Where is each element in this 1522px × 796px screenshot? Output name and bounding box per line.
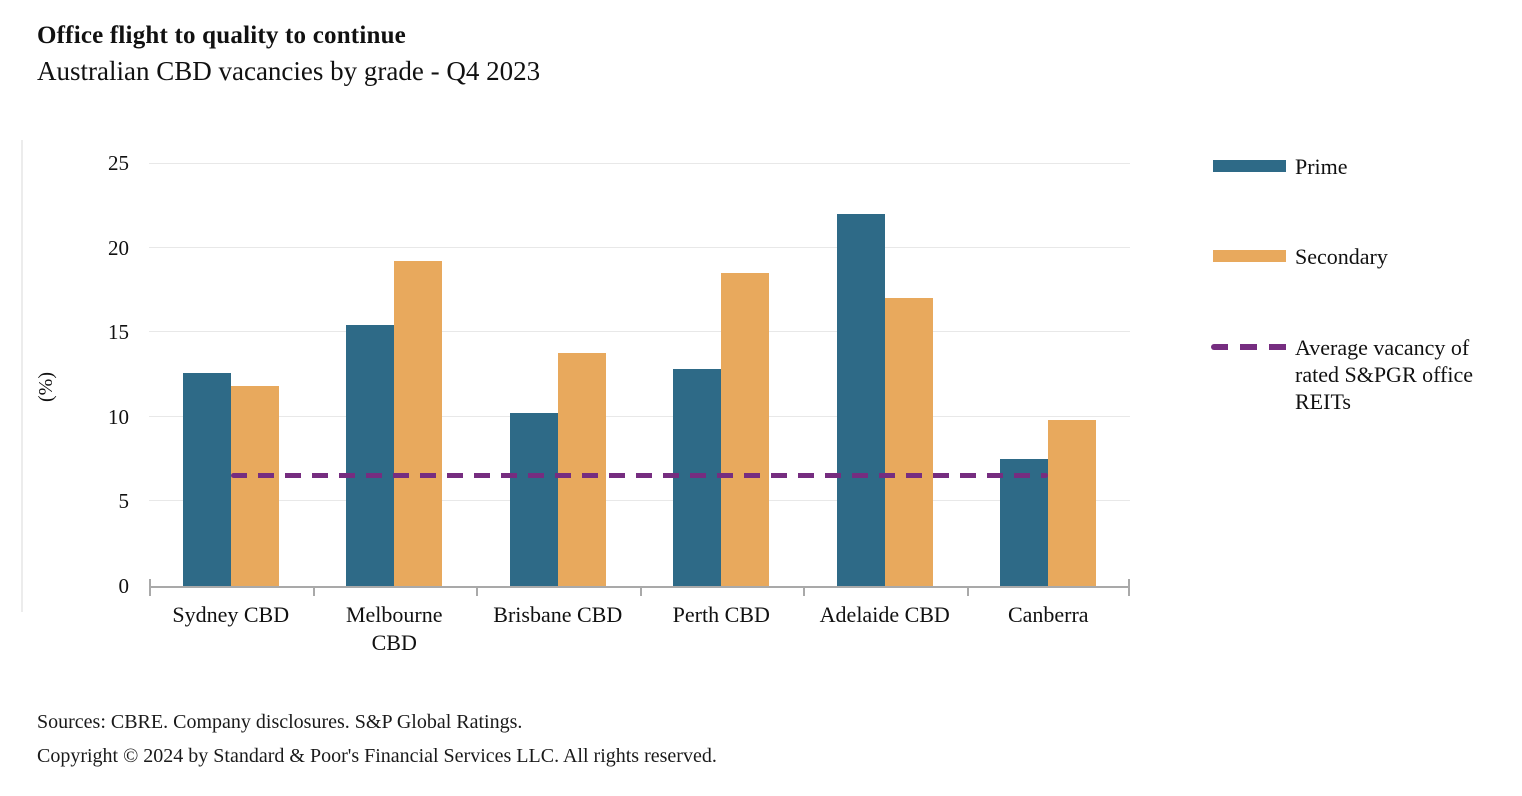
x-axis-tick-0 bbox=[149, 579, 151, 596]
x-label-line: Sydney CBD bbox=[172, 602, 290, 627]
x-label-adelaide-cbd: Adelaide CBD bbox=[820, 601, 950, 629]
x-label-canberra: Canberra bbox=[1008, 601, 1089, 629]
legend-average-label: Average vacancy of rated S&PGR office RE… bbox=[1295, 335, 1474, 414]
x-axis-tick-5 bbox=[966, 588, 969, 596]
chart-subtitle: Australian CBD vacancies by grade - Q4 2… bbox=[37, 56, 541, 86]
copyright-note: Copyright © 2024 by Standard & Poor's Fi… bbox=[37, 745, 717, 767]
bar-prime-adelaide-cbd bbox=[836, 213, 885, 586]
y-tick-label-25: 25 bbox=[108, 151, 129, 175]
x-label-perth-cbd: Perth CBD bbox=[673, 601, 770, 629]
sources-note: Sources: CBRE. Company disclosures. S&P … bbox=[37, 711, 523, 733]
bar-prime-sydney-cbd bbox=[182, 372, 231, 586]
bar-secondary-perth-cbd bbox=[721, 272, 770, 586]
legend-prime-label: Prime bbox=[1295, 154, 1348, 179]
average-vacancy-line bbox=[230, 473, 1049, 479]
gridline-20 bbox=[149, 246, 1130, 248]
gridline-10 bbox=[149, 415, 1130, 417]
y-tick-label-10: 10 bbox=[108, 404, 129, 429]
x-axis-tick-3 bbox=[639, 588, 642, 596]
bar-prime-canberra bbox=[1000, 459, 1049, 586]
x-label-brisbane-cbd: Brisbane CBD bbox=[493, 601, 622, 629]
chart-title: Office flight to quality to continue bbox=[37, 22, 406, 49]
bar-secondary-canberra bbox=[1048, 420, 1097, 586]
x-axis-tick-2 bbox=[476, 588, 478, 596]
bar-secondary-adelaide-cbd bbox=[884, 298, 933, 586]
x-label-sydney-cbd: Sydney CBD bbox=[172, 601, 289, 629]
x-label-line: Brisbane CBD bbox=[493, 602, 623, 627]
legend-secondary-label: Secondary bbox=[1295, 244, 1388, 269]
bar-prime-brisbane-cbd bbox=[509, 413, 558, 586]
x-axis-tick-6 bbox=[1128, 579, 1130, 596]
x-label-line: Canberra bbox=[1007, 602, 1089, 627]
y-tick-label-20: 20 bbox=[108, 235, 129, 260]
bar-prime-melbourne-cbd bbox=[346, 325, 395, 586]
x-label-line: CBD bbox=[371, 630, 417, 655]
bar-secondary-brisbane-cbd bbox=[557, 352, 606, 586]
x-axis-tick-4 bbox=[803, 588, 805, 596]
legend-prime-swatch-icon bbox=[1213, 160, 1286, 172]
legend-secondary-swatch-icon bbox=[1213, 250, 1286, 262]
x-label-melbourne-cbd: Melbourne CBD bbox=[346, 601, 443, 657]
gridline-25 bbox=[149, 163, 1130, 164]
x-axis-tick-1 bbox=[312, 588, 315, 596]
y-tick-label-5: 5 bbox=[118, 489, 130, 514]
bar-secondary-sydney-cbd bbox=[230, 386, 279, 586]
y-axis-title: (%) bbox=[35, 372, 57, 402]
x-label-line: Perth CBD bbox=[672, 602, 770, 627]
y-tick-label-15: 15 bbox=[108, 320, 129, 345]
x-label-line: Melbourne bbox=[345, 602, 443, 627]
x-label-line: Adelaide CBD bbox=[819, 602, 950, 627]
y-tick-label-0: 0 bbox=[118, 574, 130, 598]
gridline-15 bbox=[149, 331, 1130, 333]
gridline-5 bbox=[149, 500, 1130, 502]
bar-secondary-melbourne-cbd bbox=[394, 261, 443, 586]
plot-area: 0 5 10 15 20 25 Sydney CBD Melbourne CBD Brisbane… bbox=[108, 151, 1130, 655]
legend-average-dash-icon bbox=[1211, 344, 1289, 350]
left-edge-divider bbox=[21, 140, 23, 612]
